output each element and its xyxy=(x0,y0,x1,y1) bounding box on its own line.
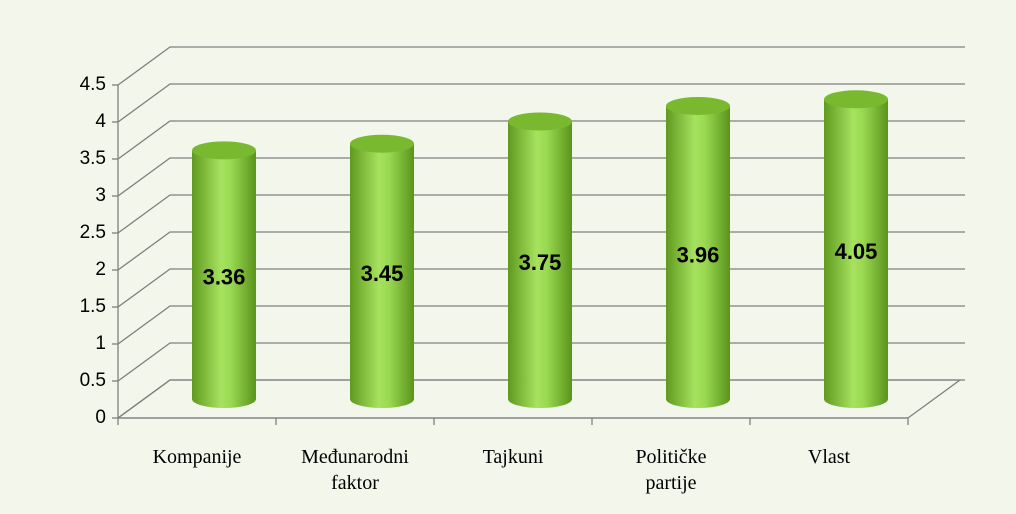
grid-line xyxy=(117,83,965,123)
x-tick-label: Međunarodni faktor xyxy=(301,446,409,494)
y-tick-label: 3.5 xyxy=(80,148,106,169)
x-tick-line: faktor xyxy=(331,472,379,494)
value-label: 3.96 xyxy=(677,242,720,267)
bar xyxy=(350,134,414,408)
y-tick-label: 2 xyxy=(95,259,106,280)
y-tick-label: 1.5 xyxy=(80,296,106,317)
x-tick-label: Tajkuni xyxy=(483,446,544,468)
cylinder-top xyxy=(350,134,414,153)
y-tick-label: 4.5 xyxy=(80,74,106,95)
value-label: 4.05 xyxy=(835,239,878,264)
x-tick-line: Tajkuni xyxy=(483,446,544,468)
x-tick-line: Političke xyxy=(635,446,706,468)
cylinder-body xyxy=(824,99,888,409)
x-tick-label: Kompanije xyxy=(153,446,242,468)
cylinder-body xyxy=(666,105,730,409)
x-tick-line: Vlast xyxy=(808,446,851,468)
x-tick-line: partije xyxy=(645,472,696,494)
x-tick-line: Kompanije xyxy=(153,446,242,468)
y-tick-label: 0.5 xyxy=(80,370,106,391)
value-label: 3.75 xyxy=(519,250,562,275)
cylinder-body xyxy=(350,143,414,408)
bar xyxy=(666,96,730,409)
x-tick-label: Vlast xyxy=(808,446,851,468)
y-tick-label: 4 xyxy=(95,111,106,132)
bar xyxy=(192,141,256,409)
y-tick-label: 1 xyxy=(95,333,106,354)
x-tick-line: Međunarodni xyxy=(301,446,409,468)
cylinder-top xyxy=(192,141,256,160)
bar xyxy=(508,112,572,408)
cylinder-top xyxy=(824,90,888,109)
cylinder-top xyxy=(508,112,572,131)
value-label: 3.45 xyxy=(361,261,404,286)
cylinder-body xyxy=(192,150,256,409)
grid-line xyxy=(117,46,965,86)
y-tick-label: 2.5 xyxy=(80,222,106,243)
x-tick-label: Političke partije xyxy=(635,446,706,494)
value-label: 3.36 xyxy=(203,264,246,289)
cylinder-body xyxy=(508,121,572,408)
y-tick-label: 0 xyxy=(95,407,106,428)
cylinder-top xyxy=(666,96,730,115)
y-tick-label: 3 xyxy=(95,185,106,206)
bar xyxy=(824,90,888,409)
